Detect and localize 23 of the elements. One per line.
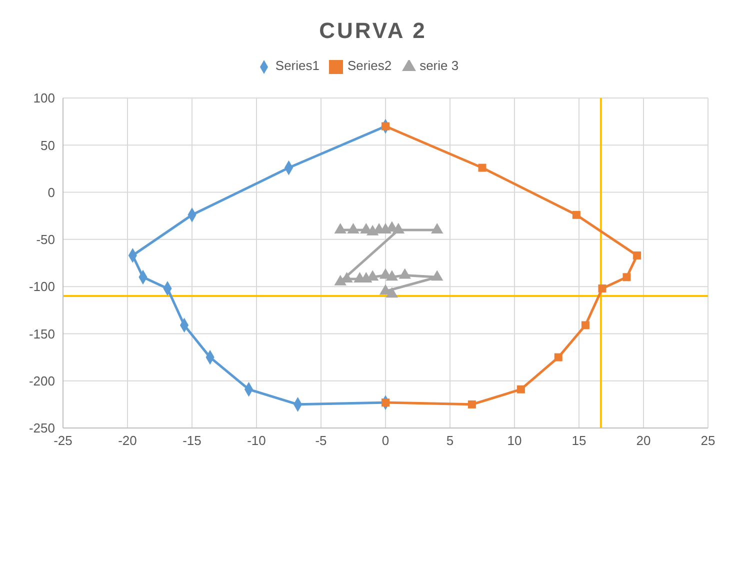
y-tick-label: -100 xyxy=(28,279,55,294)
x-tick-label: 25 xyxy=(700,433,716,448)
x-tick-label: -10 xyxy=(247,433,266,448)
legend-label: Series2 xyxy=(347,58,392,73)
legend-label: serie 3 xyxy=(420,58,459,73)
x-tick-label: 20 xyxy=(636,433,651,448)
legend-label: Series1 xyxy=(275,58,320,73)
chart-title: CURVA 2 xyxy=(318,18,428,44)
x-tick-label: -20 xyxy=(118,433,137,448)
y-tick-label: -200 xyxy=(28,373,55,388)
x-tick-label: 0 xyxy=(382,433,390,448)
x-tick-label: -5 xyxy=(315,433,327,448)
x-tick-label: 15 xyxy=(572,433,586,448)
x-tick-label: 10 xyxy=(507,433,522,448)
y-tick-label: 0 xyxy=(48,184,55,200)
y-tick-label: -150 xyxy=(28,326,55,342)
x-tick-label: -15 xyxy=(182,433,202,448)
y-tick-label: 100 xyxy=(33,90,55,106)
y-tick-label: 50 xyxy=(40,138,55,153)
x-tick-label: -25 xyxy=(54,433,72,448)
y-tick-label: -50 xyxy=(36,232,55,248)
y-tick-label: -250 xyxy=(28,420,55,436)
x-tick-label: 5 xyxy=(446,433,454,448)
